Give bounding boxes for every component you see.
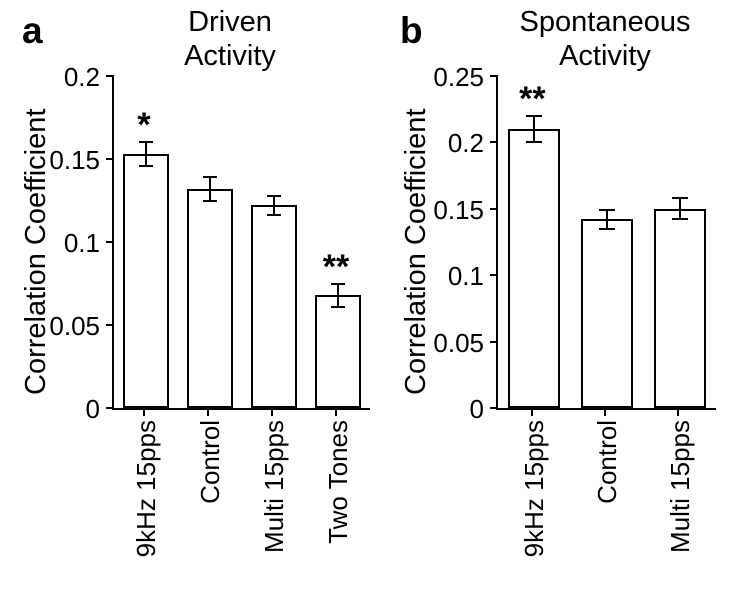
errorbar — [337, 284, 339, 307]
bar — [315, 295, 361, 408]
bar — [581, 219, 633, 408]
axis-tick — [490, 75, 498, 77]
xtick-label: Multi 15pps — [665, 420, 696, 590]
xtick-label: Multi 15pps — [259, 420, 290, 590]
significance-marker: * — [114, 106, 174, 145]
ytick-label: 0.1 — [418, 261, 484, 292]
axis-tick — [490, 208, 498, 210]
errorbar-cap — [267, 195, 281, 197]
ytick-label: 0.2 — [418, 128, 484, 159]
axis-tick — [677, 408, 679, 416]
panel-a-title-line2: Activity — [100, 40, 360, 73]
ytick-label: 0.25 — [418, 62, 484, 93]
errorbar-cap — [526, 141, 542, 143]
axis-tick — [143, 408, 145, 416]
errorbar-cap — [267, 214, 281, 216]
axis-tick — [106, 407, 114, 409]
errorbar-cap — [139, 165, 153, 167]
errorbar — [209, 177, 211, 200]
errorbar-cap — [672, 197, 688, 199]
bar — [123, 154, 169, 408]
errorbar-cap — [599, 228, 615, 230]
xtick-label: Two Tones — [323, 420, 354, 590]
axis-tick — [604, 408, 606, 416]
ytick-label: 0.05 — [418, 328, 484, 359]
errorbar-cap — [203, 176, 217, 178]
panel-b-plot-area — [496, 76, 716, 410]
axis-tick — [490, 407, 498, 409]
axis-tick — [271, 408, 273, 416]
bar — [654, 209, 706, 408]
xtick-label: 9kHz 15pps — [519, 420, 550, 590]
errorbar — [679, 198, 681, 219]
xtick-label: Control — [195, 420, 226, 590]
errorbar — [145, 142, 147, 165]
figure: a Driven Activity Correlation Coefficien… — [0, 0, 739, 592]
bar — [251, 205, 297, 408]
errorbar — [606, 210, 608, 229]
panel-b-title-line1: Spontaneous — [490, 6, 720, 39]
panel-a-title-line1: Driven — [100, 6, 360, 39]
ytick-label: 0.2 — [34, 62, 100, 93]
panel-b: b Spontaneous Activity Correlation Coeff… — [400, 0, 739, 592]
axis-tick — [106, 158, 114, 160]
axis-tick — [490, 274, 498, 276]
errorbar — [533, 116, 535, 143]
axis-tick — [106, 75, 114, 77]
axis-tick — [490, 341, 498, 343]
panel-b-title-line2: Activity — [490, 40, 720, 73]
axis-tick — [106, 324, 114, 326]
axis-tick — [531, 408, 533, 416]
axis-tick — [106, 241, 114, 243]
panel-a: a Driven Activity Correlation Coefficien… — [0, 0, 380, 592]
panel-b-label: b — [400, 10, 423, 52]
ytick-label: 0.1 — [34, 228, 100, 259]
xtick-label: Control — [592, 420, 623, 590]
errorbar-cap — [599, 209, 615, 211]
axis-tick — [490, 141, 498, 143]
bar — [187, 189, 233, 408]
significance-marker: ** — [306, 248, 366, 287]
panel-a-label: a — [22, 10, 43, 52]
bar — [508, 129, 560, 408]
ytick-label: 0.15 — [34, 145, 100, 176]
ytick-label: 0.15 — [418, 195, 484, 226]
ytick-label: 0 — [34, 394, 100, 425]
significance-marker: ** — [502, 80, 562, 119]
errorbar-cap — [331, 306, 345, 308]
ytick-label: 0 — [418, 394, 484, 425]
axis-tick — [207, 408, 209, 416]
errorbar-cap — [203, 200, 217, 202]
xtick-label: 9kHz 15pps — [131, 420, 162, 590]
errorbar-cap — [672, 218, 688, 220]
ytick-label: 0.05 — [34, 311, 100, 342]
errorbar — [273, 196, 275, 216]
axis-tick — [335, 408, 337, 416]
